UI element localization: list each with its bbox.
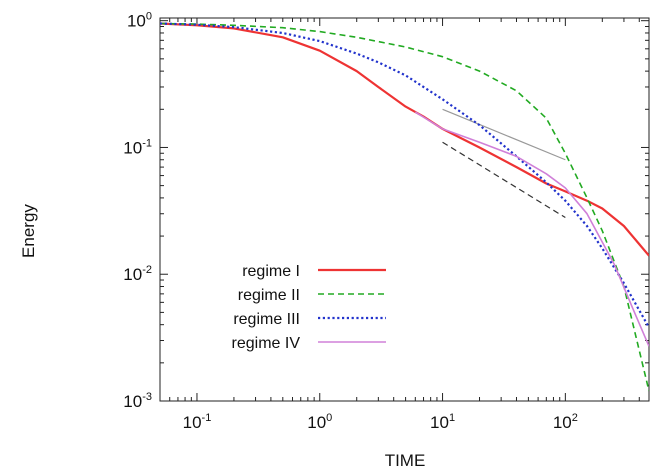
plot-frame — [159, 17, 650, 402]
y-tick-label: 10-3 — [123, 391, 152, 411]
reference-line-1 — [442, 108, 566, 161]
x-tick-label: 10-1 — [183, 412, 212, 432]
x-tick-label: 102 — [553, 412, 578, 432]
series-line-2 — [160, 22, 649, 392]
legend-label: regime II — [238, 287, 300, 304]
x-tick-label: 101 — [430, 412, 455, 432]
y-tick-label: 100 — [127, 11, 152, 31]
y-axis-label: Energy — [19, 204, 38, 258]
series-line-3 — [160, 22, 649, 329]
x-axis-label: TIME — [385, 451, 426, 470]
series-group — [160, 22, 649, 392]
legend: regime I regime II regime III regime IV — [232, 263, 386, 352]
series-line-4 — [414, 111, 649, 347]
legend-label: regime III — [233, 311, 300, 328]
axis-ticks — [159, 18, 649, 402]
y-tick-label: 10-2 — [123, 264, 152, 284]
legend-label: regime IV — [232, 335, 301, 352]
series-line-1 — [160, 22, 649, 257]
y-tick-label: 10-1 — [123, 137, 152, 157]
reference-line-2 — [442, 141, 566, 219]
legend-label: regime I — [242, 263, 300, 280]
x-tick-label: 100 — [307, 412, 332, 432]
